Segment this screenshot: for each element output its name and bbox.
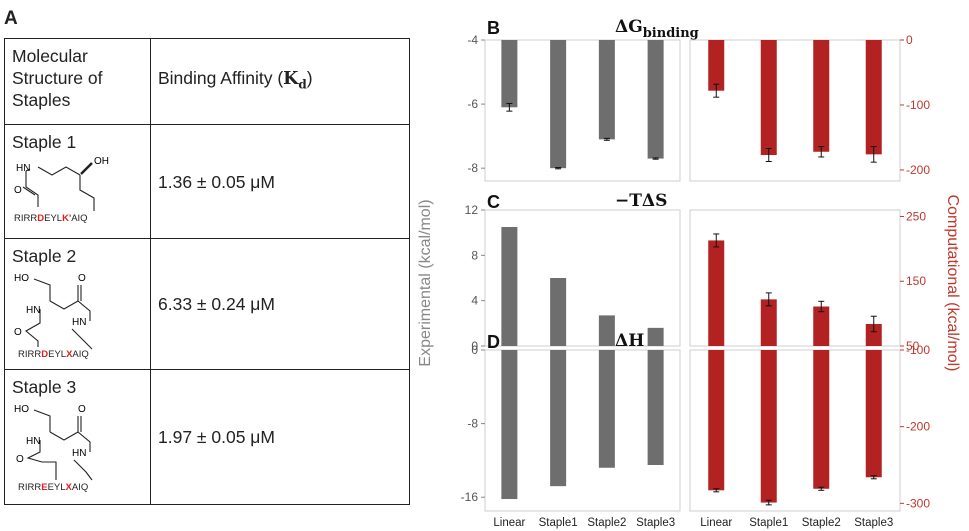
panel-b-left-tick-label: -6 (467, 97, 478, 111)
panel-b-experimental-bar-linear (501, 40, 517, 107)
panel-c-experimental-bar-staple2 (599, 315, 615, 346)
panel-b-computational-bar-staple2 (813, 40, 829, 152)
panel-b-computational-bar-linear (708, 40, 724, 91)
panel-d-title: ΔH (615, 331, 644, 351)
panel-b-right-tick-label: 0 (906, 33, 913, 47)
experimental-category-label-linear: Linear (493, 517, 525, 529)
panel-d-left-tick-label: -8 (467, 417, 478, 431)
computational-category-label-staple1: Staple1 (749, 517, 788, 529)
panel-c-computational-bar-staple2 (813, 306, 829, 346)
panel-b-title: ΔGbinding (615, 17, 699, 41)
panel-c-right-tick-label: 150 (906, 274, 926, 288)
panel-d-left-tick-label: -16 (461, 490, 479, 504)
panel-b-experimental-bar-staple2 (599, 40, 615, 139)
panel-d-computational-bar-staple3 (866, 350, 882, 477)
computational-category-label-linear: Linear (700, 517, 732, 529)
panel-c-experimental-bar-staple1 (550, 278, 566, 346)
right-axis-label: Computational (kcal/mol) (944, 195, 961, 372)
panel-d-right-tick-label: -300 (906, 496, 930, 510)
panel-b-letter: B (487, 18, 500, 38)
panel-b-experimental-bar-staple3 (648, 40, 664, 159)
panel-d-computational-bar-linear (708, 350, 724, 490)
panel-d-letter: D (487, 332, 500, 352)
panel-d-experimental-bar-staple1 (550, 350, 566, 486)
panel-b-experimental-bar-staple1 (550, 40, 566, 168)
computational-category-label-staple2: Staple2 (802, 517, 841, 529)
panel-d-left-tick-label: 0 (471, 343, 478, 357)
panel-c-experimental-bar-staple3 (648, 328, 664, 346)
panel-c-computational-bar-staple1 (761, 299, 777, 346)
computational-category-label-staple3: Staple3 (854, 517, 893, 529)
panel-b-computational-bar-staple1 (761, 40, 777, 155)
panel-b-right-tick-label: -100 (906, 98, 930, 112)
panel-c-left-tick-label: 8 (471, 248, 478, 262)
panel-b-left-tick-label: -4 (467, 33, 478, 47)
panel-b-computational-bar-staple3 (866, 40, 882, 154)
panel-d-right-tick-label: -200 (906, 420, 930, 434)
panel-b-right-tick-label: -200 (906, 163, 930, 177)
experimental-category-label-staple3: Staple3 (636, 517, 675, 529)
panel-d-computational-bar-staple2 (813, 350, 829, 489)
panel-d-experimental-bar-staple3 (648, 350, 664, 465)
panel-c-letter: C (487, 192, 500, 212)
panel-d-experimental-bar-linear (501, 350, 517, 499)
panel-d-experimental-bar-staple2 (599, 350, 615, 468)
panel-c-experimental-bar-linear (501, 227, 517, 346)
panel-c-computational-bar-linear (708, 240, 724, 346)
left-axis-label: Experimental (kcal/mol) (417, 199, 434, 366)
panel-c-title: −TΔS (615, 191, 667, 211)
experimental-category-label-staple1: Staple1 (539, 517, 578, 529)
experimental-category-label-staple2: Staple2 (587, 517, 626, 529)
panel-c-left-tick-label: 4 (471, 294, 478, 308)
panel-c-left-tick-label: 12 (465, 203, 479, 217)
panel-d-computational-bar-staple1 (761, 350, 777, 503)
panel-d-right-tick-label: -100 (906, 343, 930, 357)
panel-b-left-tick-label: -8 (467, 161, 478, 175)
panel-c-right-tick-label: 250 (906, 209, 926, 223)
